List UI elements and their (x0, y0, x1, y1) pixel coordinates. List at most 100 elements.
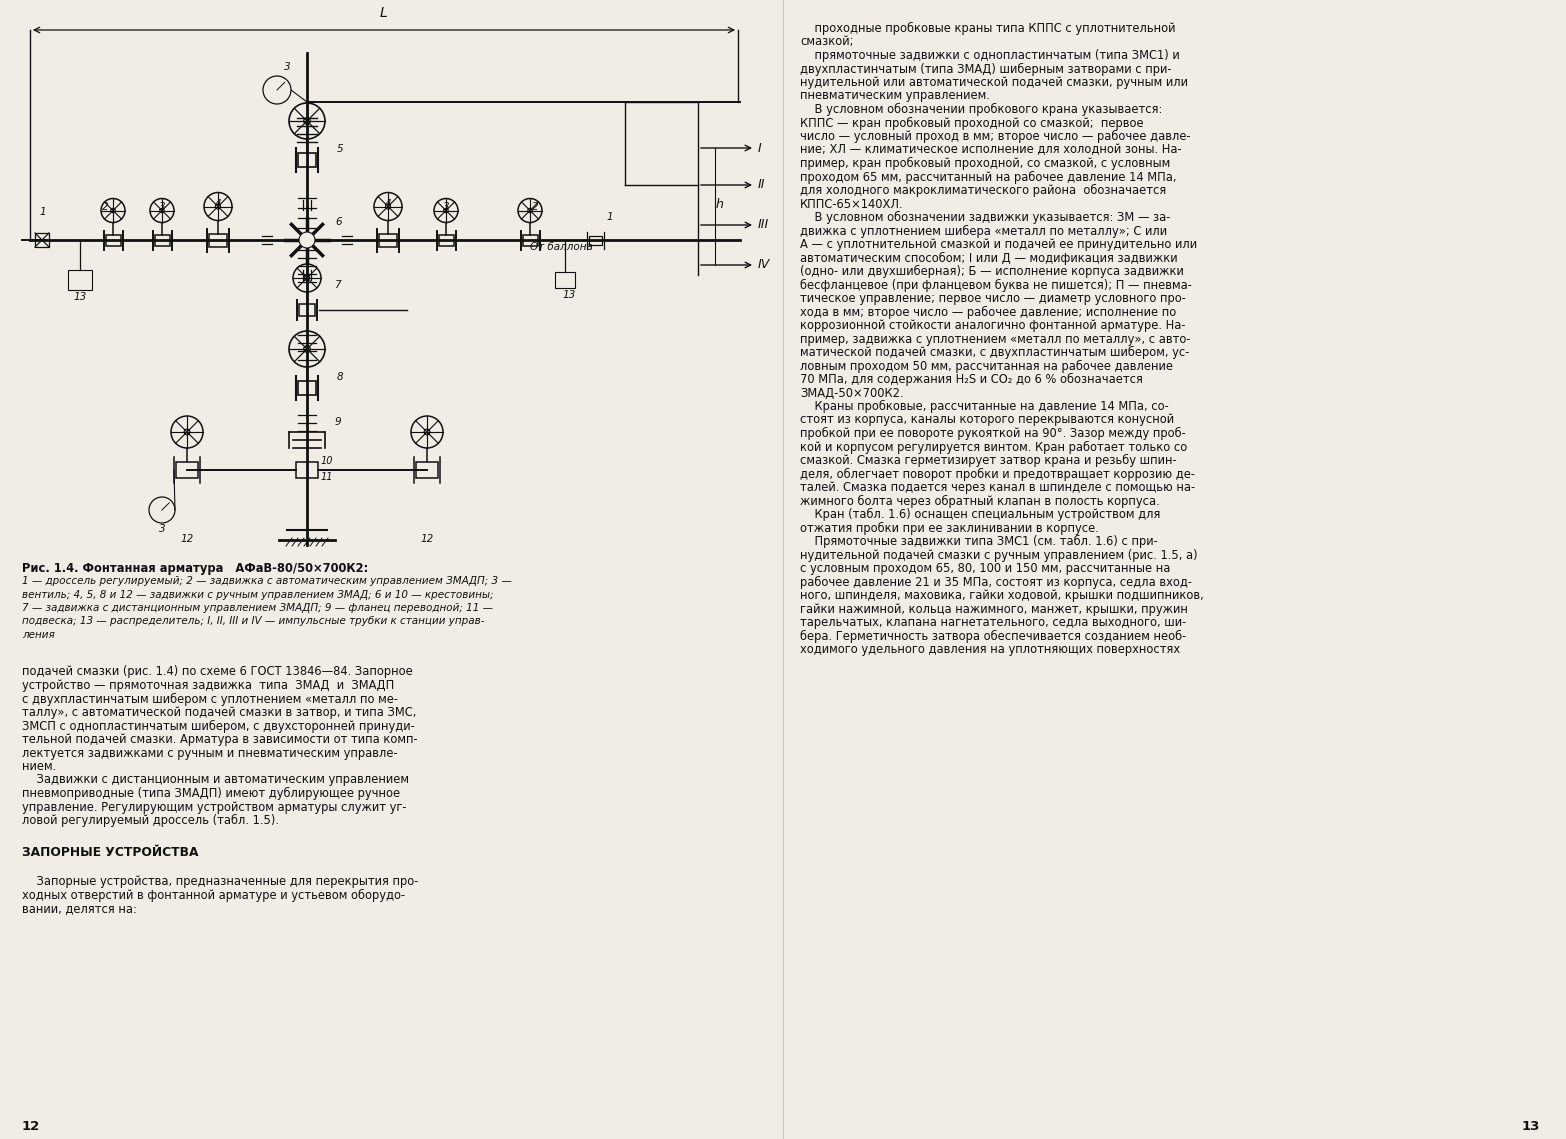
Text: пример, задвижка с уплотнением «металл по металлу», с авто-: пример, задвижка с уплотнением «металл п… (800, 333, 1190, 345)
Text: II: II (758, 179, 766, 191)
Text: нудительной или автоматической подачей смазки, ручным или: нудительной или автоматической подачей с… (800, 76, 1189, 89)
Circle shape (299, 232, 315, 248)
Text: 4: 4 (385, 199, 392, 208)
Text: нудительной подачей смазки с ручным управлением (рис. 1.5, а): нудительной подачей смазки с ручным упра… (800, 549, 1198, 562)
Text: 12: 12 (22, 1120, 41, 1133)
Text: тическое управление; первое число — диаметр условного про-: тическое управление; первое число — диам… (800, 292, 1185, 305)
Text: подвеска; 13 — распределитель; I, II, III и IV — импульсные трубки к станции упр: подвеска; 13 — распределитель; I, II, II… (22, 616, 484, 626)
Text: 11: 11 (321, 472, 334, 482)
Text: 10: 10 (321, 456, 334, 466)
Text: III: III (758, 219, 769, 231)
Text: прямоточные задвижки с однопластинчатым (типа ЗМС1) и: прямоточные задвижки с однопластинчатым … (800, 49, 1179, 62)
Text: ходных отверстий в фонтанной арматуре и устьевом оборудо-: ходных отверстий в фонтанной арматуре и … (22, 888, 406, 902)
Bar (208, 233, 227, 246)
Text: автоматическим способом; I или Д — модификация задвижки: автоматическим способом; I или Д — модиф… (800, 252, 1178, 264)
Bar (417, 462, 438, 478)
Text: 3: 3 (158, 202, 166, 212)
Text: 13: 13 (1522, 1120, 1539, 1133)
Text: 6: 6 (335, 218, 341, 227)
Bar (589, 236, 601, 245)
Bar (67, 270, 92, 290)
Text: для холодного макроклиматического района  обозначается: для холодного макроклиматического района… (800, 185, 1167, 197)
Text: матической подачей смазки, с двухпластинчатым шибером, ус-: матической подачей смазки, с двухпластин… (800, 346, 1189, 359)
Text: движка с уплотнением шибера «металл по металлу»; С или: движка с уплотнением шибера «металл по м… (800, 224, 1167, 238)
Text: 13: 13 (74, 292, 86, 302)
Text: 5: 5 (337, 144, 343, 154)
Text: ЗАПОРНЫЕ УСТРОЙСТВА: ЗАПОРНЫЕ УСТРОЙСТВА (22, 845, 199, 859)
Text: Запорные устройства, предназначенные для перекрытия про-: Запорные устройства, предназначенные для… (22, 875, 418, 888)
Bar (105, 235, 121, 246)
Text: управление. Регулирующим устройством арматуры служит уг-: управление. Регулирующим устройством арм… (22, 801, 407, 813)
Text: 4: 4 (215, 199, 221, 208)
Text: бера. Герметичность затвора обеспечивается созданием необ-: бера. Герметичность затвора обеспечивает… (800, 630, 1187, 642)
Bar (379, 233, 398, 246)
Text: КППС — кран пробковый проходной со смазкой;  первое: КППС — кран пробковый проходной со смазк… (800, 116, 1143, 130)
Text: бесфланцевое (при фланцевом буква не пишется); П — пневма-: бесфланцевое (при фланцевом буква не пиш… (800, 279, 1192, 292)
Text: 12: 12 (180, 534, 194, 544)
Text: нием.: нием. (22, 760, 56, 773)
Text: вентиль; 4, 5, 8 и 12 — задвижки с ручным управлением ЗМАД; 6 и 10 — крестовины;: вентиль; 4, 5, 8 и 12 — задвижки с ручны… (22, 590, 493, 599)
Text: 1: 1 (606, 212, 614, 222)
Text: 1 — дроссель регулируемый; 2 — задвижка с автоматическим управлением ЗМАДП; 3 —: 1 — дроссель регулируемый; 2 — задвижка … (22, 576, 512, 587)
Bar (175, 462, 197, 478)
Text: 9: 9 (335, 417, 341, 427)
Text: ного, шпинделя, маховика, гайки ходовой, крышки подшипников,: ного, шпинделя, маховика, гайки ходовой,… (800, 589, 1204, 603)
Text: 8: 8 (337, 372, 343, 382)
Text: рабочее давление 21 и 35 МПа, состоят из корпуса, седла вход-: рабочее давление 21 и 35 МПа, состоят из… (800, 575, 1192, 589)
Text: ловой регулируемый дроссель (табл. 1.5).: ловой регулируемый дроссель (табл. 1.5). (22, 814, 279, 827)
Bar (299, 304, 315, 316)
Text: 3: 3 (158, 524, 166, 534)
Text: коррозионной стойкости аналогично фонтанной арматуре. На-: коррозионной стойкости аналогично фонтан… (800, 319, 1185, 331)
Text: От баллона: От баллона (529, 241, 594, 252)
Text: проходные пробковые краны типа КППС с уплотнительной: проходные пробковые краны типа КППС с уп… (800, 22, 1176, 35)
Text: пример, кран пробковый проходной, со смазкой, с условным: пример, кран пробковый проходной, со сма… (800, 157, 1170, 170)
Bar (155, 235, 169, 246)
Text: L: L (381, 6, 388, 21)
Text: число — условный проход в мм; второе число — рабочее давле-: число — условный проход в мм; второе чис… (800, 130, 1190, 144)
Text: тарельчатых, клапана нагнетательного, седла выходного, ши-: тарельчатых, клапана нагнетательного, се… (800, 616, 1187, 629)
Text: лектуется задвижками с ручным и пневматическим управле-: лектуется задвижками с ручным и пневмати… (22, 746, 398, 760)
Text: Кран (табл. 1.6) оснащен специальным устройством для: Кран (табл. 1.6) оснащен специальным уст… (800, 508, 1160, 522)
Text: В условном обозначении пробкового крана указывается:: В условном обозначении пробкового крана … (800, 103, 1162, 116)
Text: ние; ХЛ — климатическое исполнение для холодной зоны. На-: ние; ХЛ — климатическое исполнение для х… (800, 144, 1182, 156)
Text: стоят из корпуса, каналы которого перекрываются конусной: стоят из корпуса, каналы которого перекр… (800, 413, 1174, 426)
Text: тельной подачей смазки. Арматура в зависимости от типа комп-: тельной подачей смазки. Арматура в завис… (22, 734, 418, 746)
Text: Прямоточные задвижки типа ЗМС1 (см. табл. 1.6) с при-: Прямоточные задвижки типа ЗМС1 (см. табл… (800, 535, 1157, 548)
Text: с двухпластинчатым шибером с уплотнением «металл по ме-: с двухпластинчатым шибером с уплотнением… (22, 693, 398, 705)
Text: 13: 13 (562, 290, 576, 300)
Text: вании, делятся на:: вании, делятся на: (22, 902, 136, 915)
Text: 7: 7 (334, 280, 340, 290)
Text: талей. Смазка подается через канал в шпинделе с помощью на-: талей. Смазка подается через канал в шпи… (800, 481, 1195, 494)
Text: (одно- или двухшиберная); Б — исполнение корпуса задвижки: (одно- или двухшиберная); Б — исполнение… (800, 265, 1184, 278)
Text: устройство — прямоточная задвижка  типа  ЗМАД  и  ЗМАДП: устройство — прямоточная задвижка типа З… (22, 679, 395, 693)
Text: ЗМАД-50×700К2.: ЗМАД-50×700К2. (800, 386, 904, 400)
Text: хода в мм; второе число — рабочее давление; исполнение по: хода в мм; второе число — рабочее давлен… (800, 305, 1176, 319)
Text: В условном обозначении задвижки указывается: ЗМ — за-: В условном обозначении задвижки указывае… (800, 211, 1170, 224)
Text: КППС-65×140ХЛ.: КППС-65×140ХЛ. (800, 197, 904, 211)
Text: 70 МПа, для содержания H₂S и CO₂ до 6 % обозначается: 70 МПа, для содержания H₂S и CO₂ до 6 % … (800, 372, 1143, 386)
Text: кой и корпусом регулируется винтом. Кран работает только со: кой и корпусом регулируется винтом. Кран… (800, 441, 1187, 453)
Text: 7 — задвижка с дистанционным управлением ЗМАДП; 9 — фланец переводной; 11 —: 7 — задвижка с дистанционным управлением… (22, 603, 493, 613)
Text: ления: ления (22, 630, 55, 640)
Text: таллу», с автоматической подачей смазки в затвор, и типа ЗМС,: таллу», с автоматической подачей смазки … (22, 706, 417, 719)
Text: деля, облегчает поворот пробки и предотвращает коррозию де-: деля, облегчает поворот пробки и предотв… (800, 467, 1195, 481)
Text: Рис. 1.4. Фонтанная арматура   АФаВ-80/50×700К2:: Рис. 1.4. Фонтанная арматура АФаВ-80/50×… (22, 562, 368, 575)
Text: h: h (716, 198, 723, 212)
Bar (554, 272, 575, 288)
Text: жимного болта через обратный клапан в полость корпуса.: жимного болта через обратный клапан в по… (800, 494, 1160, 508)
Text: гайки нажимной, кольца нажимного, манжет, крышки, пружин: гайки нажимной, кольца нажимного, манжет… (800, 603, 1189, 615)
Text: двухпластинчатым (типа ЗМАД) шиберным затворами с при-: двухпластинчатым (типа ЗМАД) шиберным за… (800, 63, 1171, 75)
Text: смазкой. Смазка герметизирует затвор крана и резьбу шпин-: смазкой. Смазка герметизирует затвор кра… (800, 454, 1176, 467)
Text: А — с уплотнительной смазкой и подачей ее принудительно или: А — с уплотнительной смазкой и подачей е… (800, 238, 1196, 251)
Bar (523, 235, 537, 246)
Text: пробкой при ее повороте рукояткой на 90°. Зазор между проб-: пробкой при ее повороте рукояткой на 90°… (800, 427, 1185, 440)
Text: ловным проходом 50 мм, рассчитанная на рабочее давление: ловным проходом 50 мм, рассчитанная на р… (800, 360, 1173, 372)
Text: ходимого удельного давления на уплотняющих поверхностях: ходимого удельного давления на уплотняющ… (800, 644, 1181, 656)
Bar (298, 153, 316, 167)
Text: 2: 2 (532, 202, 539, 212)
Bar (34, 233, 49, 247)
Bar (298, 382, 316, 395)
Text: 3: 3 (443, 202, 449, 212)
Text: Задвижки с дистанционным и автоматическим управлением: Задвижки с дистанционным и автоматически… (22, 773, 409, 787)
Text: 3: 3 (283, 62, 290, 72)
